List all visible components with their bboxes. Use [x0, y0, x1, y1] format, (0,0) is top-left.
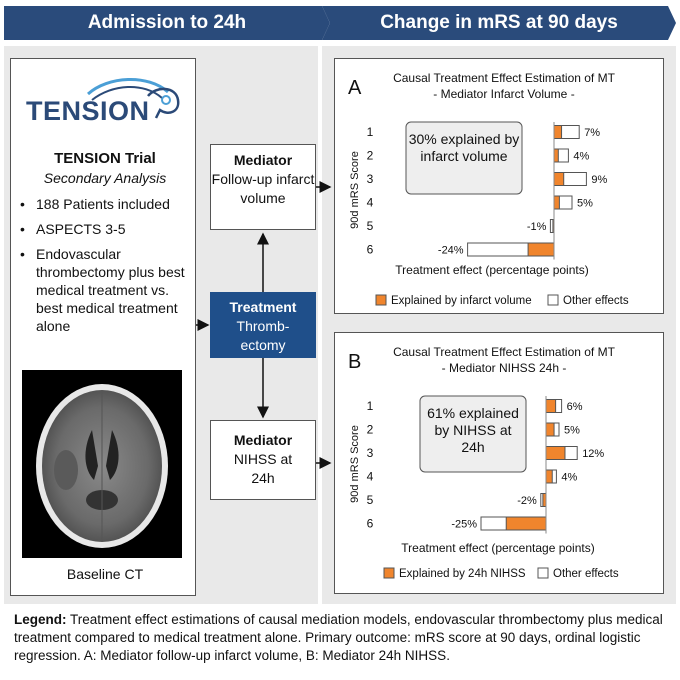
chart-title: Causal Treatment Effect Estimation of MT	[393, 345, 616, 359]
legend-other: Other effects	[563, 295, 629, 307]
legend-body: Treatment effect estimations of causal m…	[14, 612, 663, 663]
bar-explained-2	[553, 148, 559, 163]
annotation-line: 61% explained	[427, 405, 519, 421]
bar-explained-1	[553, 125, 563, 139]
annotation-line: infarct volume	[420, 148, 507, 164]
header-right-banner: Change in mRS at 90 days	[322, 6, 676, 40]
y-axis-label: 90d mRS Score	[349, 425, 361, 503]
data-label-5: -1%	[527, 221, 547, 233]
trial-subtitle: Secondary Analysis	[43, 170, 167, 186]
tick-label-6: 6	[367, 517, 374, 531]
header-left-banner: Admission to 24h	[4, 6, 330, 40]
data-label-1: 7%	[584, 127, 600, 139]
legend-label: Legend:	[14, 612, 67, 627]
tick-label-3: 3	[367, 446, 374, 460]
data-label-4: 4%	[561, 472, 577, 484]
treatment-box: Treatment Thromb-ectomy	[210, 292, 316, 358]
annotation-box	[419, 395, 527, 473]
mediator-a-box: Mediator Follow-up infarct volume	[210, 144, 316, 230]
data-label-2: 5%	[564, 425, 580, 437]
legend-swatch-explained	[375, 294, 387, 306]
tick-label-5: 5	[367, 219, 374, 233]
mediator-b-head: Mediator	[233, 432, 293, 448]
bullet-intervention: Endovascular thrombectomy plus best medi…	[20, 245, 192, 335]
mediator-a-head: Mediator	[233, 152, 293, 168]
logo-text: TENSION	[26, 96, 150, 126]
legend-explained: Explained by infarct volume	[391, 295, 532, 307]
bar-explained-3	[545, 446, 566, 460]
x-axis-label: Treatment effect (percentage points)	[395, 263, 588, 277]
chart-title: Causal Treatment Effect Estimation of MT	[393, 71, 616, 85]
x-axis-label: Treatment effect (percentage points)	[401, 541, 594, 555]
annotation-line: 30% explained by	[409, 131, 520, 147]
bar-explained-1	[545, 399, 557, 413]
legend-swatch-other	[547, 294, 559, 306]
baseline-ct-image	[22, 370, 182, 558]
mediator-b-box: Mediator NIHSS at 24h	[210, 420, 316, 500]
tick-label-4: 4	[367, 470, 374, 484]
tick-label-1: 1	[367, 125, 374, 139]
trial-bullets: 188 Patients included ASPECTS 3-5 Endova…	[20, 195, 192, 342]
bullet-aspects: ASPECTS 3-5	[20, 220, 192, 238]
data-label-4: 5%	[577, 198, 593, 210]
chart-a: A Causal Treatment Effect Estimation of M…	[348, 71, 629, 307]
legend-swatch-other	[537, 567, 549, 579]
brain-ct-icon	[36, 384, 168, 548]
data-label-3: 12%	[582, 448, 604, 460]
bar-explained-2	[545, 422, 555, 437]
annotation-line: by NIHSS at	[434, 422, 511, 438]
data-label-2: 4%	[573, 151, 589, 163]
chart-subtitle: - Mediator Infarct Volume -	[433, 87, 574, 101]
bullet-patients: 188 Patients included	[20, 195, 192, 213]
bar-explained-6	[527, 242, 555, 257]
legend-explained: Explained by 24h NIHSS	[399, 568, 526, 580]
y-axis-label: 90d mRS Score	[349, 151, 361, 229]
tension-logo-icon	[86, 78, 180, 119]
data-label-6: -24%	[438, 245, 464, 257]
data-label-5: -2%	[517, 495, 537, 507]
trial-title: TENSION Trial	[54, 150, 156, 167]
treatment-body: Thromb-ectomy	[236, 318, 290, 353]
tick-label-2: 2	[367, 423, 374, 437]
panel-letter: B	[348, 351, 361, 373]
tick-label-1: 1	[367, 399, 374, 413]
annotation-box	[405, 121, 523, 195]
bar-explained-4	[553, 195, 560, 210]
header-right-text: Change in mRS at 90 days	[380, 12, 618, 33]
figure-legend: Legend: Treatment effect estimations of …	[14, 611, 670, 665]
tick-label-5: 5	[367, 493, 374, 507]
tick-label-3: 3	[367, 172, 374, 186]
chart-subtitle: - Mediator NIHSS 24h -	[442, 361, 567, 375]
chart-a-box	[334, 58, 664, 314]
tick-label-4: 4	[367, 196, 374, 210]
data-label-1: 6%	[567, 401, 583, 413]
bar-explained-6	[505, 516, 547, 531]
chart-b: B Causal Treatment Effect Estimation of M…	[348, 345, 619, 580]
tick-label-2: 2	[367, 149, 374, 163]
mediator-a-body: Follow-up infarct volume	[211, 171, 315, 206]
bar-explained-4	[545, 469, 553, 484]
legend-swatch-explained	[383, 567, 395, 579]
tick-label-6: 6	[367, 243, 374, 257]
data-label-6: -25%	[451, 519, 477, 531]
ct-caption: Baseline CT	[66, 566, 144, 582]
annotation-line: 24h	[461, 439, 484, 455]
header-left-text: Admission to 24h	[87, 12, 247, 33]
panel-letter: A	[348, 77, 362, 99]
legend-other: Other effects	[553, 568, 619, 580]
treatment-head: Treatment	[229, 299, 297, 315]
mediator-b-body: NIHSS at 24h	[233, 451, 293, 486]
data-label-3: 9%	[591, 174, 607, 186]
bar-explained-3	[553, 172, 565, 186]
